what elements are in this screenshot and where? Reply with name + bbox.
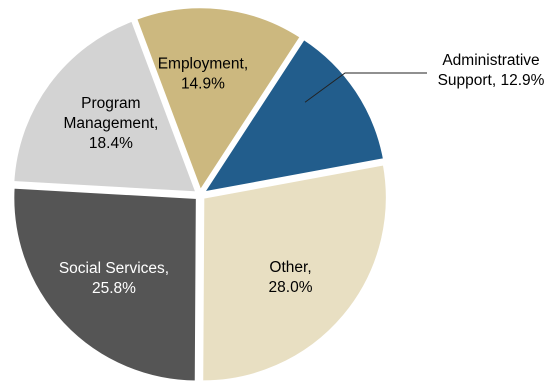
pie-slice-employment — [134, 5, 303, 193]
leader-lines — [304, 72, 427, 103]
slice-label-line: 14.9% — [181, 76, 225, 93]
pie-slice-program-management — [11, 19, 199, 194]
slice-label-line: Employment, — [158, 56, 248, 73]
leader-line-administrative-support — [304, 72, 427, 103]
slice-label-employment: Employment, 14.9% — [158, 56, 248, 93]
pie-slice-social-services — [11, 186, 199, 383]
slice-label-line: Administrative — [442, 52, 539, 69]
pie-slice-other — [200, 162, 389, 383]
slice-label-line: 18.4% — [89, 135, 133, 152]
slice-label-line: Other, — [269, 259, 311, 276]
slice-label-line: Program — [81, 95, 140, 112]
pie-slices — [11, 5, 389, 383]
slice-label-line: Social Services, — [59, 260, 169, 277]
slice-label-program-management: Program Management, 18.4% — [63, 95, 158, 152]
slice-label-line: Support, 12.9% — [438, 72, 545, 89]
slice-label-line: 28.0% — [269, 279, 313, 296]
slice-label-administrative-support: Administrative Support, 12.9% — [438, 52, 545, 89]
slice-label-other: Other, 28.0% — [269, 259, 313, 296]
slice-label-line: 25.8% — [92, 280, 136, 297]
slice-label-social-services: Social Services, 25.8% — [59, 260, 169, 297]
slice-labels: Administrative Support, 12.9% Other, 28.0% S… — [59, 52, 545, 297]
slice-label-line: Management, — [63, 115, 158, 132]
